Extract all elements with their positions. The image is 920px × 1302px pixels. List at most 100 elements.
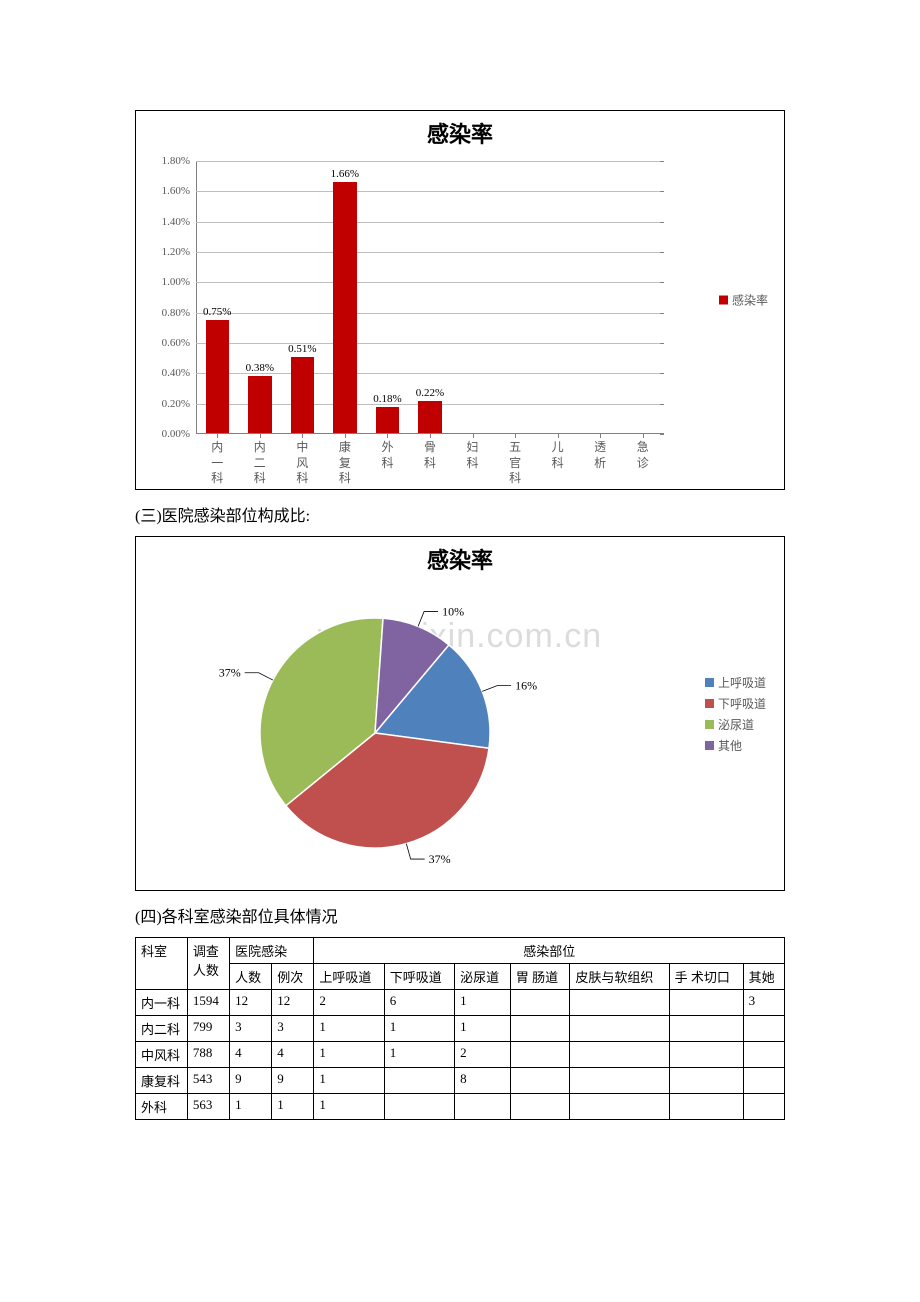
- bar-chart-legend: 感染率: [719, 292, 768, 309]
- bar-column: 0.38%内二科: [239, 161, 282, 434]
- table-header-row-1: 科室 调查人数 医院感染 感染部位: [136, 938, 785, 964]
- table-cell: [510, 1068, 569, 1094]
- x-tickmark: [430, 434, 431, 438]
- table-cell: [510, 1094, 569, 1120]
- y-tick-label: 1.20%: [162, 246, 190, 258]
- bar: 0.38%: [248, 376, 271, 434]
- bar-value-label: 1.66%: [331, 168, 359, 180]
- bar-column: 妇科: [451, 161, 494, 434]
- bar: 0.75%: [206, 320, 229, 434]
- table-cell: 1: [314, 1016, 384, 1042]
- table-cell: 9: [272, 1068, 314, 1094]
- pie-leader-line: [245, 672, 273, 679]
- x-tickmark: [302, 434, 303, 438]
- table-row: 内二科79933111: [136, 1016, 785, 1042]
- x-tickmark: [600, 434, 601, 438]
- th-survey: 调查人数: [187, 938, 229, 990]
- table-cell: [743, 1068, 784, 1094]
- table-cell: 外科: [136, 1094, 188, 1120]
- bar-column: 0.22%骨科: [409, 161, 452, 434]
- y-tick-label: 0.20%: [162, 398, 190, 410]
- table-row: 中风科78844112: [136, 1042, 785, 1068]
- table-body: 内一科159412122613内二科79933111中风科78844112康复科…: [136, 990, 785, 1120]
- table-cell: 1: [272, 1094, 314, 1120]
- section-heading-site-composition: (三)医院感染部位构成比:: [135, 502, 785, 526]
- x-tick-label: 透析: [590, 440, 611, 471]
- pie-svg: 16%37%37%10%: [165, 578, 585, 878]
- bar-value-label: 0.38%: [246, 362, 274, 374]
- x-tick-label: 骨科: [419, 440, 440, 471]
- y-tick-label: 0.60%: [162, 337, 190, 349]
- pie-leader-line: [418, 611, 438, 626]
- th-site-upper-resp: 上呼吸道: [314, 964, 384, 990]
- table-cell: 6: [384, 990, 454, 1016]
- legend-label: 上呼吸道: [718, 674, 766, 691]
- table-cell: [570, 1068, 669, 1094]
- pie-legend-item: 上呼吸道: [705, 674, 766, 691]
- table-cell: [669, 1094, 743, 1120]
- table-cell: 4: [272, 1042, 314, 1068]
- bar-chart-plot: 0.00%0.20%0.40%0.60%0.80%1.00%1.20%1.40%…: [196, 161, 664, 434]
- legend-swatch: [705, 699, 714, 708]
- table-cell: [510, 1042, 569, 1068]
- dept-infection-table: 科室 调查人数 医院感染 感染部位 人数 例次 上呼吸道 下呼吸道 泌尿道 胃 …: [135, 937, 785, 1120]
- th-site-incision: 手 术切口: [669, 964, 743, 990]
- y-tick-label: 1.80%: [162, 155, 190, 167]
- table-row: 外科563111: [136, 1094, 785, 1120]
- table-cell: 799: [187, 1016, 229, 1042]
- table-cell: 2: [455, 1042, 511, 1068]
- x-tick-label: 内一科: [207, 440, 228, 487]
- th-site-lower-resp: 下呼吸道: [384, 964, 454, 990]
- bar: 0.22%: [418, 401, 441, 434]
- pie-legend-item: 其他: [705, 737, 766, 754]
- y-tick-label: 0.80%: [162, 307, 190, 319]
- table-cell: 4: [230, 1042, 272, 1068]
- table-cell: 2: [314, 990, 384, 1016]
- pie-chart-legend: 上呼吸道下呼吸道泌尿道其他: [705, 670, 766, 758]
- table-head: 科室 调查人数 医院感染 感染部位 人数 例次 上呼吸道 下呼吸道 泌尿道 胃 …: [136, 938, 785, 990]
- bar-value-label: 0.22%: [416, 387, 444, 399]
- table-cell: 1: [314, 1042, 384, 1068]
- legend-swatch: [719, 296, 728, 305]
- legend-swatch: [705, 720, 714, 729]
- y-tick-label: 1.40%: [162, 216, 190, 228]
- table-cell: [384, 1068, 454, 1094]
- bar-chart-bars: 0.75%内一科0.38%内二科0.51%中风科1.66%康复科0.18%外科0…: [196, 161, 664, 434]
- table-cell: 543: [187, 1068, 229, 1094]
- pie-slice-label: 37%: [219, 665, 241, 679]
- table-cell: 9: [230, 1068, 272, 1094]
- x-tick-label: 妇科: [462, 440, 483, 471]
- bar-value-label: 0.18%: [373, 393, 401, 405]
- table-cell: [743, 1042, 784, 1068]
- table-cell: [669, 1042, 743, 1068]
- legend-label: 感染率: [732, 292, 768, 309]
- table-cell: 1: [314, 1068, 384, 1094]
- x-tickmark: [558, 434, 559, 438]
- y-tick-label: 1.00%: [162, 276, 190, 288]
- th-hospital-infection: 医院感染: [230, 938, 314, 964]
- table-cell: [743, 1016, 784, 1042]
- table-cell: [570, 1042, 669, 1068]
- bar-column: 儿科: [536, 161, 579, 434]
- legend-label: 下呼吸道: [718, 695, 766, 712]
- pie-legend-item: 泌尿道: [705, 716, 766, 733]
- table-cell: 12: [272, 990, 314, 1016]
- bar: 1.66%: [333, 182, 356, 434]
- infection-site-pie-chart: 感染率 www.zixin.com.cn 16%37%37%10% 上呼吸道下呼…: [135, 536, 785, 891]
- bar-value-label: 0.75%: [203, 306, 231, 318]
- bar-column: 1.66%康复科: [324, 161, 367, 434]
- table-cell: [669, 990, 743, 1016]
- table-cell: 1: [455, 990, 511, 1016]
- table-cell: 563: [187, 1094, 229, 1120]
- pie-leader-line: [482, 685, 511, 691]
- x-tickmark: [387, 434, 388, 438]
- table-header-row-2: 人数 例次 上呼吸道 下呼吸道 泌尿道 胃 肠道 皮肤与软组织 手 术切口 其她: [136, 964, 785, 990]
- legend-label: 其他: [718, 737, 742, 754]
- table-row: 内一科159412122613: [136, 990, 785, 1016]
- pie-chart-title: 感染率: [136, 537, 784, 581]
- table-cell: 8: [455, 1068, 511, 1094]
- th-site-urinary: 泌尿道: [455, 964, 511, 990]
- table-cell: [669, 1016, 743, 1042]
- bar: 0.51%: [291, 357, 314, 434]
- x-tickmark: [345, 434, 346, 438]
